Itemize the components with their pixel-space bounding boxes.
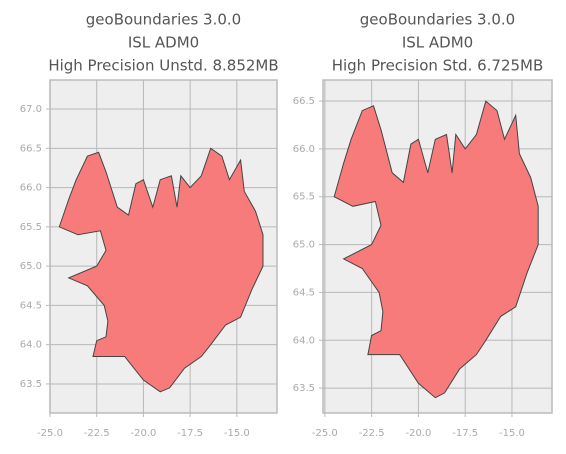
y-tick-label: 66.5 bbox=[293, 96, 315, 107]
x-tick-label: -17.5 bbox=[177, 428, 203, 439]
y-tick-label: 64.5 bbox=[293, 287, 315, 298]
y-tick-label: 66.5 bbox=[20, 143, 42, 154]
x-tick-label: -15.0 bbox=[224, 428, 250, 439]
y-tick-label: 65.0 bbox=[293, 240, 315, 251]
y-tick-label: 67.0 bbox=[20, 104, 42, 115]
y-tick-label: 65.0 bbox=[20, 261, 42, 272]
y-tick-label: 65.5 bbox=[20, 222, 42, 233]
chart-title: geoBoundaries 3.0.0 bbox=[86, 11, 241, 29]
y-tick-label: 66.0 bbox=[20, 183, 42, 194]
x-tick-label: -20.0 bbox=[405, 428, 431, 439]
x-tick-label: -22.5 bbox=[359, 428, 385, 439]
x-tick-label: -17.5 bbox=[452, 428, 478, 439]
x-tick-label: -15.0 bbox=[499, 428, 525, 439]
country-shape bbox=[58, 147, 264, 393]
y-tick-label: 64.0 bbox=[20, 340, 42, 351]
x-tick-label: -25.0 bbox=[312, 428, 338, 439]
y-tick-label: 63.5 bbox=[293, 383, 315, 394]
x-tick-label: -20.0 bbox=[130, 428, 156, 439]
y-tick-label: 64.0 bbox=[293, 335, 315, 346]
chart-title: geoBoundaries 3.0.0 bbox=[360, 11, 515, 29]
y-tick-label: 64.5 bbox=[20, 300, 42, 311]
x-tick-label: -25.0 bbox=[37, 428, 63, 439]
chart-title: High Precision Unstd. 8.852MB bbox=[48, 57, 278, 75]
y-tick-label: 66.0 bbox=[293, 144, 315, 155]
chart-title: ISL ADM0 bbox=[128, 34, 199, 52]
country-shape bbox=[333, 100, 539, 399]
x-tick-label: -22.5 bbox=[84, 428, 110, 439]
y-tick-label: 63.5 bbox=[20, 379, 42, 390]
chart-title: High Precision Std. 6.725MB bbox=[332, 57, 544, 75]
y-tick-label: 65.5 bbox=[293, 192, 315, 203]
chart-title: ISL ADM0 bbox=[402, 34, 473, 52]
